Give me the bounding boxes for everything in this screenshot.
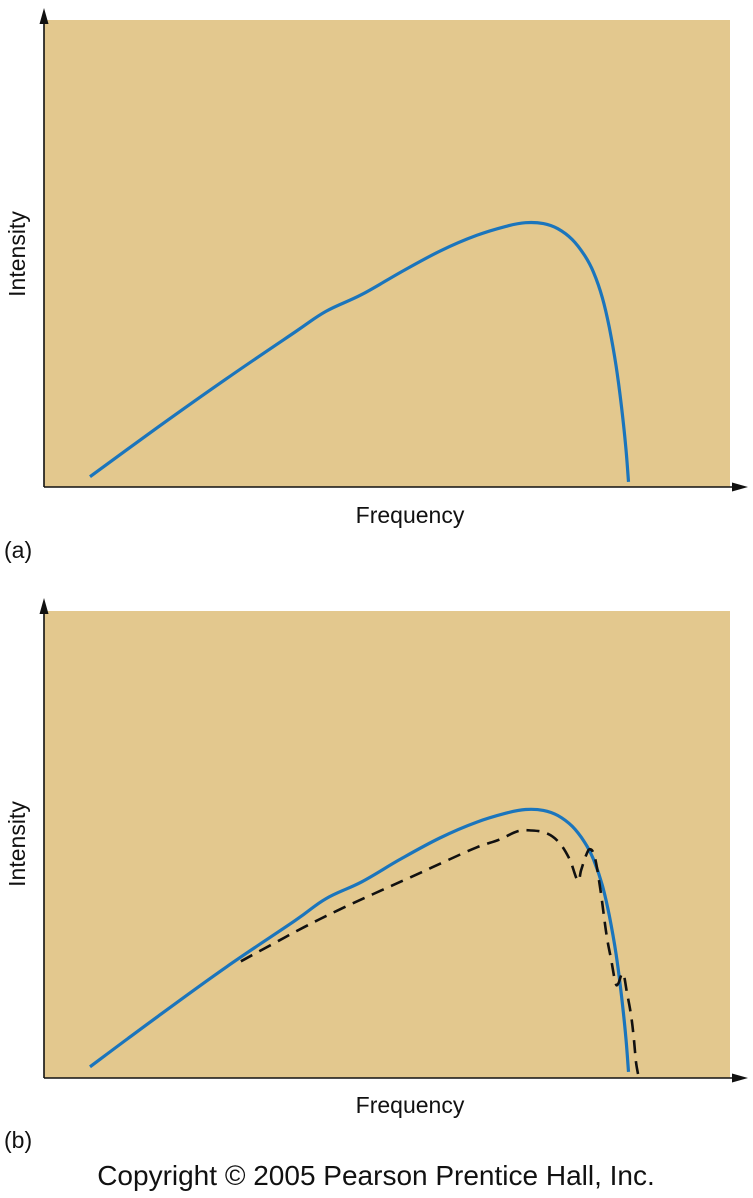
y-axis-arrow-a	[39, 8, 49, 24]
panel-b: Intensity Frequency (b)	[4, 598, 748, 1153]
x-axis-label-a: Frequency	[356, 502, 465, 528]
panel-a: Intensity Frequency (a)	[4, 8, 748, 563]
series-layer-a	[89, 220, 631, 483]
y-axis-label-a: Intensity	[4, 211, 30, 297]
plot-area-a	[44, 20, 730, 487]
x-axis-arrow-b	[732, 1073, 748, 1083]
panel-label-b: (b)	[4, 1127, 32, 1153]
plot-area-b	[44, 611, 730, 1078]
y-axis-arrow-b	[39, 598, 49, 614]
y-axis-label-b: Intensity	[4, 801, 30, 887]
panel-label-a: (a)	[4, 537, 32, 563]
x-axis-arrow-a	[732, 482, 748, 492]
series-layer-b	[89, 807, 640, 1075]
copyright-text: Copyright © 2005 Pearson Prentice Hall, …	[97, 1160, 655, 1191]
solid-series-line-b	[89, 807, 631, 1073]
solid-series-line-a	[89, 220, 631, 483]
x-axis-label-b: Frequency	[356, 1092, 465, 1118]
